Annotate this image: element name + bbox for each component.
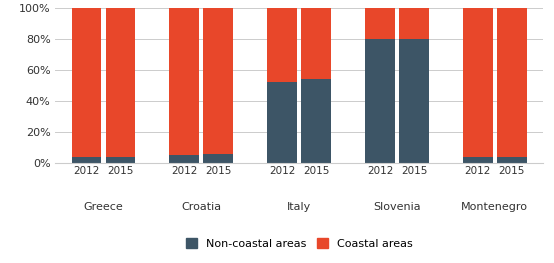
Text: Croatia: Croatia (181, 202, 222, 212)
Bar (497, 8, 527, 157)
Bar (71, 157, 101, 163)
Bar (267, 82, 297, 163)
Bar (301, 79, 331, 163)
Bar (463, 157, 493, 163)
Text: Montenegro: Montenegro (461, 202, 529, 212)
Bar (463, 8, 493, 157)
Legend: Non-coastal areas, Coastal areas: Non-coastal areas, Coastal areas (186, 239, 413, 249)
Bar (71, 8, 101, 157)
Bar (106, 157, 135, 163)
Text: Slovenia: Slovenia (373, 202, 421, 212)
Bar (399, 39, 429, 163)
Text: Italy: Italy (287, 202, 311, 212)
Bar (497, 157, 527, 163)
Bar (170, 155, 199, 163)
Bar (106, 8, 135, 157)
Bar (267, 8, 297, 82)
Bar (170, 8, 199, 155)
Text: Greece: Greece (84, 202, 124, 212)
Bar (203, 8, 233, 154)
Bar (365, 39, 395, 163)
Bar (365, 8, 395, 39)
Bar (399, 8, 429, 39)
Bar (203, 154, 233, 163)
Bar (301, 8, 331, 79)
